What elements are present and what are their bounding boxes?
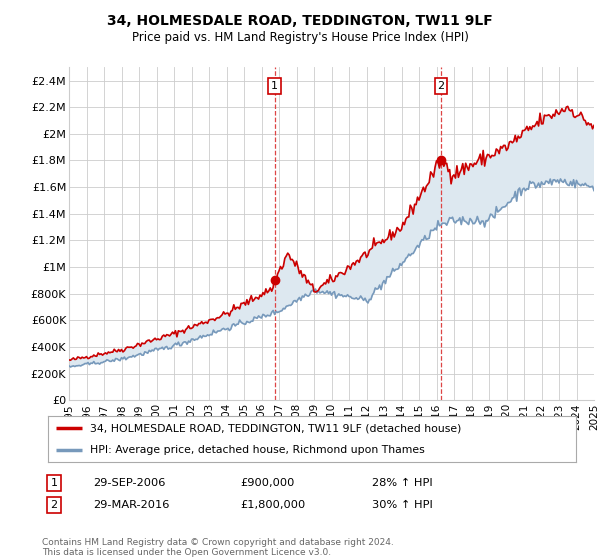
Text: 34, HOLMESDALE ROAD, TEDDINGTON, TW11 9LF: 34, HOLMESDALE ROAD, TEDDINGTON, TW11 9L… bbox=[107, 14, 493, 28]
Text: 29-SEP-2006: 29-SEP-2006 bbox=[93, 478, 166, 488]
Text: £900,000: £900,000 bbox=[240, 478, 295, 488]
Text: 2: 2 bbox=[50, 500, 58, 510]
Text: £1,800,000: £1,800,000 bbox=[240, 500, 305, 510]
Text: Contains HM Land Registry data © Crown copyright and database right 2024.
This d: Contains HM Land Registry data © Crown c… bbox=[42, 538, 394, 557]
Text: Price paid vs. HM Land Registry's House Price Index (HPI): Price paid vs. HM Land Registry's House … bbox=[131, 31, 469, 44]
Text: 34, HOLMESDALE ROAD, TEDDINGTON, TW11 9LF (detached house): 34, HOLMESDALE ROAD, TEDDINGTON, TW11 9L… bbox=[90, 423, 461, 433]
Text: 2: 2 bbox=[437, 81, 445, 91]
Text: 29-MAR-2016: 29-MAR-2016 bbox=[93, 500, 169, 510]
Text: 30% ↑ HPI: 30% ↑ HPI bbox=[372, 500, 433, 510]
Text: 1: 1 bbox=[50, 478, 58, 488]
Text: HPI: Average price, detached house, Richmond upon Thames: HPI: Average price, detached house, Rich… bbox=[90, 445, 425, 455]
Text: 1: 1 bbox=[271, 81, 278, 91]
Text: 28% ↑ HPI: 28% ↑ HPI bbox=[372, 478, 433, 488]
